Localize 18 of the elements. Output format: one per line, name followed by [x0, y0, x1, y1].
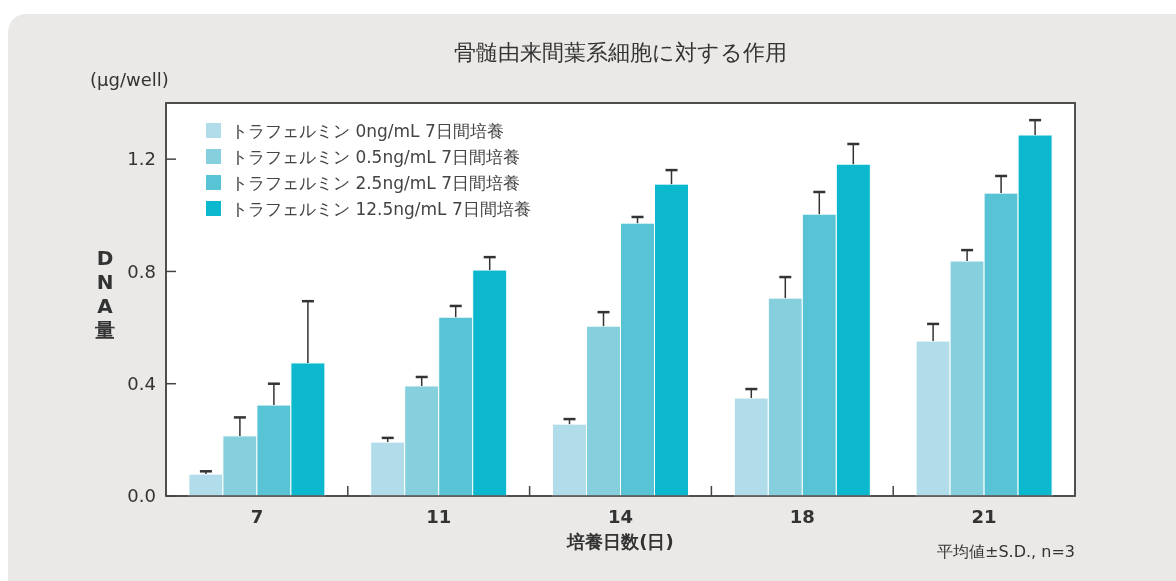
text: (μg/well): [90, 69, 169, 90]
x-tick-label: 11: [426, 506, 452, 527]
chart-title: 骨髄由来間葉系細胞に対する作用: [454, 40, 787, 65]
x-tick-label: 18: [789, 506, 815, 527]
legend-label: トラフェルミン 12.5ng/mL 7日間培養: [231, 198, 531, 219]
y-tick-label: 0.0: [127, 485, 156, 507]
y-tick-label: 0.4: [127, 373, 156, 395]
legend-label: トラフェルミン 2.5ng/mL 7日間培養: [231, 172, 520, 193]
x-axis-title: 培養日数(日): [566, 531, 674, 552]
y-axis-title: DNA量: [94, 246, 115, 342]
y-tick-label: 1.2: [127, 148, 156, 170]
legend-label: トラフェルミン 0.5ng/mL 7日間培養: [231, 146, 520, 167]
text: 平均値±S.D., n=3: [937, 542, 1075, 561]
y-tick-label: 0.8: [127, 260, 156, 282]
x-tick-label: 21: [971, 506, 997, 527]
x-tick-label: 7: [250, 506, 264, 527]
x-tick-label: 14: [607, 506, 634, 527]
legend-label: トラフェルミン 0ng/mL 7日間培養: [231, 120, 504, 141]
